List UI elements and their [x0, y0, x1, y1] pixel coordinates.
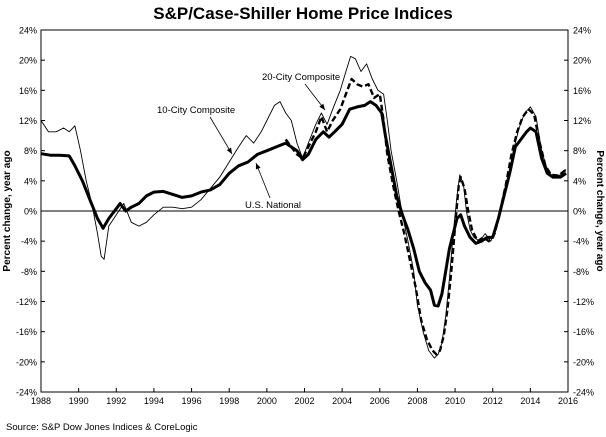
y-axis-left: 24% 20% 16% 12% 8% 4% 0% -4% -8% -12% -16% -20% -24%	[16, 26, 45, 398]
y-tick-label-right: 8%	[573, 146, 586, 156]
x-tick-label: 2004	[332, 396, 352, 406]
y-axis-right: 24% 20% 16% 12% 8% 4% 0% -4% -8% -12% -16% -20% -24%	[564, 26, 594, 398]
x-tick-label: 2010	[445, 396, 465, 406]
annotation-arrowhead	[319, 103, 325, 110]
series-line-u-s-national	[40, 100, 567, 308]
x-tick-label: 2002	[294, 396, 314, 406]
annotation-arrowhead	[255, 163, 261, 170]
x-tick-label: 2008	[407, 396, 427, 406]
x-tick-label: 2012	[483, 396, 503, 406]
y-tick-label-right: -16%	[573, 327, 594, 337]
y-tick-label-right: -12%	[573, 297, 594, 307]
y-tick-label-left: 16%	[19, 86, 37, 96]
x-tick-label: 1998	[219, 396, 239, 406]
y-tick-label-left: 24%	[19, 26, 37, 36]
y-tick-label-right: 24%	[573, 26, 591, 36]
y-tick-label-left: 0%	[24, 207, 37, 217]
annotation-leader	[255, 162, 271, 199]
y-tick-label-left: 4%	[24, 176, 37, 186]
y-tick-label-right: 20%	[573, 56, 591, 66]
y-tick-label-left: -12%	[16, 297, 37, 307]
x-tick-label: 2014	[520, 396, 540, 406]
annotation-leader	[209, 116, 233, 155]
y-tick-label-left: 12%	[19, 116, 37, 126]
y-tick-label-left: -4%	[21, 237, 37, 247]
annotations-layer: 10-City Composite 20-City Composite U.S. N…	[157, 72, 340, 211]
source-note: Source: S&P Dow Jones Indices & CoreLogi…	[6, 422, 198, 433]
y-tick-label-right: -24%	[573, 388, 594, 398]
x-tick-label: 1990	[69, 396, 89, 406]
y-axis-label-right: Percent change, year ago	[594, 150, 605, 271]
y-tick-label-right: -20%	[573, 357, 594, 367]
annotation-label: 20-City Composite	[262, 72, 340, 83]
annotation-label: 10-City Composite	[157, 105, 235, 116]
x-tick-label: 1994	[144, 396, 164, 406]
y-tick-label-right: 4%	[573, 176, 586, 186]
series-layer	[40, 55, 567, 359]
chart-title: S&P/Case-Shiller Home Price Indices	[153, 4, 453, 23]
x-axis: 1988 1990 1992 1994 1996 1998 2000 2002 2004 2006…	[31, 388, 578, 406]
x-tick-label: 2016	[558, 396, 578, 406]
y-tick-label-right: 12%	[573, 116, 591, 126]
y-tick-label-left: 8%	[24, 146, 37, 156]
x-tick-label: 1988	[31, 396, 51, 406]
y-tick-label-left: -8%	[21, 267, 37, 277]
y-tick-label-left: -16%	[16, 327, 37, 337]
annotation-label: U.S. National	[245, 200, 301, 211]
y-tick-label-left: -20%	[16, 357, 37, 367]
y-tick-label-left: -24%	[16, 388, 37, 398]
annotation-arrowhead	[226, 147, 232, 154]
x-tick-label: 1996	[182, 396, 202, 406]
x-tick-label: 1992	[106, 396, 126, 406]
series-line-20-city-composite	[284, 77, 567, 356]
y-tick-label-right: 0%	[573, 207, 586, 217]
x-tick-label: 2000	[257, 396, 277, 406]
y-tick-label-left: 20%	[19, 56, 37, 66]
y-tick-label-right: -8%	[573, 267, 589, 277]
y-tick-label-right: 16%	[573, 86, 591, 96]
x-tick-label: 2006	[370, 396, 390, 406]
y-tick-label-right: -4%	[573, 237, 589, 247]
y-axis-label-left: Percent change, year ago	[2, 150, 13, 271]
